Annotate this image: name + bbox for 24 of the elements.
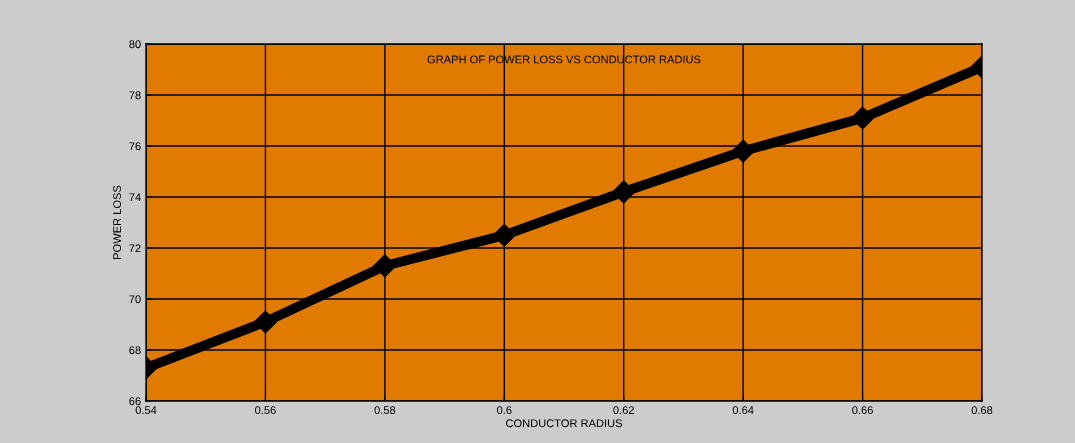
point [851,106,875,130]
x-tick-label: 0.54 [135,406,157,415]
point [612,180,636,204]
y-axis-title: POWER LOSS [113,185,122,259]
y-tick-label: 70 [129,295,141,304]
y-tick-label: 68 [129,346,141,355]
x-axis-title: CONDUCTOR RADIUS [506,419,623,428]
point [492,223,516,247]
x-tick-label: 0.64 [732,406,754,415]
point [731,139,755,163]
x-tick-label: 0.58 [374,406,396,415]
y-tick-label: 78 [129,91,141,100]
x-tick-label: 0.6 [497,406,512,415]
y-tick-label: 80 [129,40,141,49]
y-tick-label: 72 [129,244,141,253]
y-tick-label: 66 [129,397,141,406]
x-tick-label: 0.66 [852,406,873,415]
y-tick-label: 74 [129,193,141,202]
x-tick-label: 0.62 [613,406,634,415]
point [253,310,277,334]
x-tick-label: 0.56 [255,406,276,415]
x-tick-label: 0.68 [971,406,993,415]
point [373,254,397,278]
y-tick-label: 76 [129,142,141,151]
